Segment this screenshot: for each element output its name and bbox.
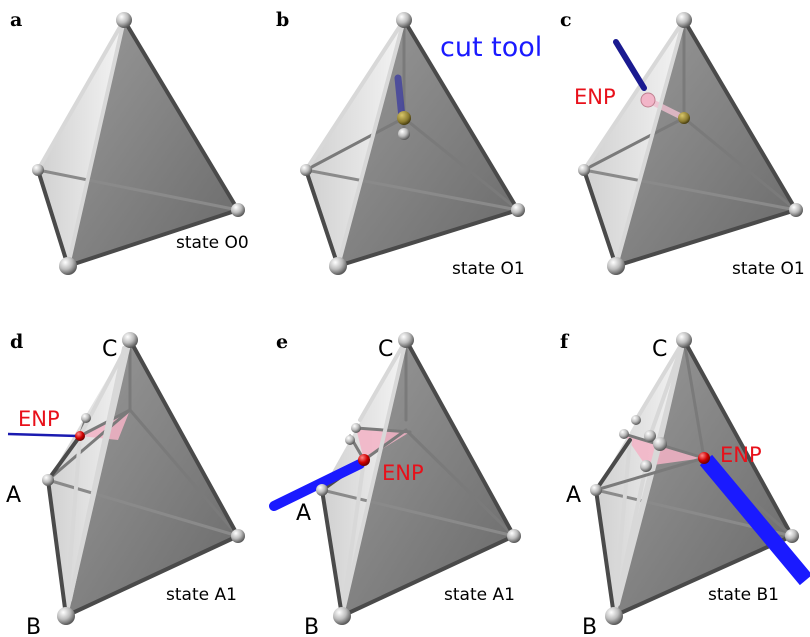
cut-tool: [269, 459, 365, 511]
panel-a-letter: a: [10, 9, 22, 31]
panel-e-letter: e: [276, 331, 288, 353]
vertex-ball: [605, 607, 623, 625]
vertex-ball: [398, 332, 414, 348]
vertex-label-a: A: [566, 483, 581, 508]
state-label-c: state O1: [732, 259, 805, 279]
tetrahedron-e: [269, 332, 521, 625]
vertex-ball: [231, 203, 245, 217]
vertex-ball: [59, 257, 77, 275]
vertex-ball: [329, 257, 347, 275]
enp-ball: [75, 431, 85, 441]
vertex-ball: [511, 203, 525, 217]
new-vertex-ball: [397, 111, 411, 125]
vertex-ball: [507, 529, 521, 543]
panel-f-letter: f: [560, 331, 570, 353]
vertex-label-b: B: [582, 615, 597, 637]
cut-tool: [7, 432, 79, 438]
vertex-ball: [631, 415, 641, 425]
vertex-ball: [316, 484, 328, 496]
vertex-label-c: C: [102, 337, 117, 362]
tetrahedron-f: [590, 332, 810, 625]
cut-tool: [613, 39, 647, 91]
state-label-b: state O1: [452, 259, 525, 279]
enp-ball: [358, 454, 370, 466]
panel-a: a state O0: [10, 9, 249, 275]
state-label-a: state O0: [176, 233, 249, 253]
panel-e: e C A B: [269, 331, 521, 637]
vertex-ball: [300, 164, 312, 176]
enp-label-e: ENP: [382, 461, 424, 485]
vertex-ball: [785, 529, 799, 543]
vertex-ball: [644, 430, 656, 442]
vertex-ball: [122, 332, 138, 348]
panel-b: b cut tool state O1: [276, 9, 542, 279]
panel-c-letter: c: [560, 9, 572, 31]
tetrahedron-a: [32, 12, 245, 275]
vertex-label-a: A: [296, 501, 311, 526]
cut-tool-label: cut tool: [440, 32, 542, 63]
vertex-ball: [398, 128, 410, 140]
vertex-ball: [396, 12, 412, 28]
vertex-ball: [640, 460, 652, 472]
tetrahedron-b: [300, 12, 525, 275]
vertex-ball: [333, 607, 351, 625]
vertex-label-c: C: [652, 337, 667, 362]
vertex-label-a: A: [6, 483, 21, 508]
enp-ball: [698, 452, 710, 464]
vertex-ball: [578, 164, 590, 176]
vertex-ball: [351, 423, 361, 433]
vertex-ball: [590, 484, 602, 496]
panel-d-letter: d: [10, 331, 23, 353]
vertex-ball: [789, 203, 803, 217]
vertex-ball: [42, 474, 54, 486]
vertex-ball: [676, 12, 692, 28]
vertex-label-b: B: [304, 615, 319, 637]
vertex-ball: [116, 12, 132, 28]
enp-label-f: ENP: [720, 443, 762, 467]
state-label-f: state B1: [708, 585, 779, 605]
state-label-e: state A1: [444, 585, 515, 605]
cut-tool: [394, 74, 406, 122]
vertex-ball: [676, 332, 692, 348]
vertex-ball: [653, 437, 667, 451]
vertex-label-b: B: [26, 615, 41, 637]
enp-ball: [640, 92, 656, 108]
vertex-ball: [345, 435, 355, 445]
vertex-ball: [32, 164, 44, 176]
vertex-ball: [81, 413, 91, 423]
cut-tool: [699, 454, 810, 586]
panel-f: f: [560, 331, 810, 637]
enp-label-d: ENP: [18, 407, 60, 431]
tetrahedron-d: [7, 332, 245, 625]
tetrahedron-c: [578, 12, 803, 275]
vertex-ball: [619, 429, 629, 439]
new-vertex-ball: [678, 112, 690, 124]
panel-c: c ENP state O1: [560, 9, 805, 279]
vertex-label-c: C: [378, 337, 393, 362]
panel-d: d C A B: [6, 331, 245, 637]
vertex-ball: [57, 607, 75, 625]
vertex-ball: [607, 257, 625, 275]
panel-b-letter: b: [276, 9, 289, 31]
vertex-ball: [231, 529, 245, 543]
state-label-d: state A1: [166, 585, 237, 605]
enp-label-c: ENP: [574, 85, 616, 109]
